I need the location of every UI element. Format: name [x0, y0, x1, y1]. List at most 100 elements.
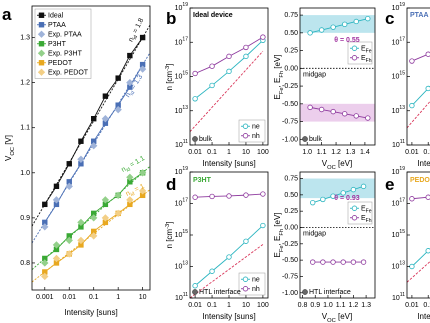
- y-tick-label-part: 10: [175, 263, 183, 270]
- legend-label: ne: [252, 276, 260, 283]
- y-axis-label-part: , E: [273, 236, 282, 246]
- legend-label-part: E: [361, 215, 366, 222]
- y-tick-label-part: -1.00: [282, 290, 298, 297]
- annotation-part: PTAA: [410, 12, 429, 19]
- y-tick-label-part: 10: [392, 232, 400, 239]
- marker: [243, 238, 249, 244]
- y-tick-label: 0.75: [284, 12, 298, 19]
- marker: [226, 53, 232, 60]
- marker: [307, 30, 313, 36]
- x-axis-label: VOC [eV]: [322, 312, 352, 323]
- x-tick-label-part: 1: [116, 294, 120, 301]
- x-tick-label: 1.1: [317, 149, 327, 156]
- x-axis-label-part: Intensity [suns]: [417, 312, 430, 321]
- panel: 0.010.111010010111013101510171019PTAAInt…: [385, 2, 430, 168]
- legend-label-part: E: [361, 55, 366, 62]
- marker: [226, 193, 232, 199]
- marker: [102, 93, 109, 99]
- y-axis-label-part: ]: [165, 64, 174, 66]
- x-tick-label-part: 0.001: [36, 294, 54, 301]
- marker: [425, 85, 430, 92]
- x-tick-label: 0.8: [298, 302, 308, 309]
- annotation-part: id: [130, 191, 136, 198]
- y-tick-label: 0.50: [284, 192, 298, 199]
- y-tick-label: 1011: [392, 139, 405, 149]
- y-axis-label-part: , E: [273, 78, 282, 88]
- plot-content: [32, 24, 150, 283]
- y-tick-label-part: -0.75: [282, 118, 298, 125]
- marker: [409, 263, 415, 270]
- panel: midgap 1.0 1.1 1.2 1.3 1.4 -1.00 -0.75 -0.50 -0.2…: [273, 7, 376, 171]
- marker: [243, 44, 249, 51]
- x-tick-label-part: 0.1: [207, 149, 217, 156]
- marker: [127, 52, 133, 59]
- legend-label: nh: [252, 286, 260, 293]
- plot-frame: [189, 7, 269, 146]
- marker: [260, 34, 266, 40]
- annotation-icon: [192, 136, 198, 142]
- panel-letter-part: a: [2, 5, 12, 24]
- x-axis-label: Intensity [suns]: [202, 312, 255, 321]
- marker: [41, 223, 49, 231]
- y-tick-label-part: 15: [399, 229, 405, 235]
- marker: [41, 272, 49, 281]
- marker: [226, 254, 232, 260]
- marker: [37, 30, 46, 38]
- marker: [115, 75, 121, 81]
- legend-label: Ideal: [48, 12, 64, 19]
- annotation-icon: [192, 289, 198, 295]
- x-tick-label-part: 0.1: [207, 302, 217, 309]
- y-tick-label: -0.50: [282, 257, 298, 264]
- annotation-part: n: [124, 92, 132, 99]
- y-tick-label: 1019: [175, 166, 189, 176]
- annotation-part: PEDOT: [410, 177, 430, 184]
- marker: [409, 196, 415, 202]
- plot-content: [190, 34, 266, 132]
- shade: [300, 178, 375, 199]
- marker: [365, 115, 371, 121]
- y-tick-label-part: 10: [175, 200, 183, 207]
- x-tick-label-part: 0.1: [423, 149, 430, 156]
- y-axis-label-part: E: [273, 252, 282, 257]
- legend-box: [34, 8, 92, 79]
- marker: [65, 182, 73, 190]
- marker: [365, 15, 371, 22]
- x-tick-label-part: 1.4: [360, 149, 370, 156]
- y-tick-label: -1.00: [282, 290, 298, 297]
- y-axis-label-part: [eV]: [273, 54, 282, 70]
- annotation: PTAA: [410, 12, 429, 19]
- y-tick-label-part: 10: [175, 5, 183, 12]
- y-tick-label: 1013: [175, 105, 189, 115]
- y-tick-label-part: 10: [175, 232, 183, 239]
- x-tick-label: 0.1: [207, 149, 217, 156]
- x-tick-label-part: 0.1: [423, 302, 430, 309]
- y-tick-label: -0.25: [282, 241, 298, 248]
- marker: [66, 161, 72, 167]
- y-tick-label: 0.25: [284, 208, 298, 215]
- y-axis-label: n [cm-3]: [165, 64, 175, 91]
- annotation-part: n: [127, 36, 135, 43]
- y-axis-label: EFe, EFh [eV]: [273, 54, 284, 99]
- legend-label-part: nh: [252, 133, 260, 140]
- x-axis-label-part: V: [322, 159, 328, 168]
- marker: [77, 155, 85, 163]
- x-tick-label-part: 100: [257, 149, 269, 156]
- y-tick-label: -0.75: [282, 273, 298, 280]
- x-tick-label-part: 0.9: [310, 302, 320, 309]
- y-tick-label: 1015: [175, 229, 189, 239]
- x-tick-label: 0.01: [405, 302, 419, 309]
- x-tick-label: 0.1: [423, 149, 430, 156]
- marker: [38, 41, 45, 47]
- marker: [65, 236, 73, 245]
- y-axis-label-part: Fh: [279, 229, 285, 236]
- x-axis-label-part: [eV]: [336, 312, 352, 321]
- plot-content: [407, 194, 430, 283]
- annotation-part: n: [125, 190, 132, 198]
- series-line: [411, 52, 430, 62]
- y-axis-label: VOC [V]: [4, 135, 15, 161]
- x-tick-label: 1.2: [331, 149, 341, 156]
- y-tick-label-part: 0.00: [284, 65, 298, 72]
- y-tick-label: -0.50: [282, 101, 298, 108]
- panel: midgap 0.8 0.9 1.0 1.1 1.2 1.3 -1.00 -0.75 -0.50 -…: [273, 171, 376, 323]
- plot-frame: [299, 171, 376, 299]
